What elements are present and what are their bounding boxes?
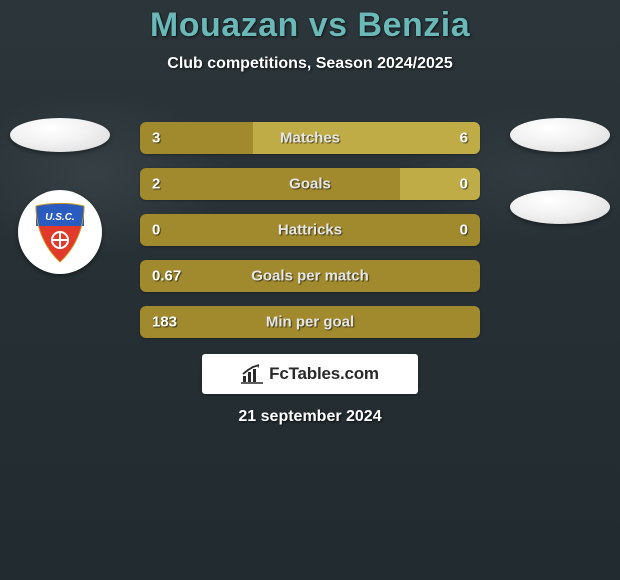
left-badge-column: U.S.C. bbox=[10, 118, 110, 274]
page-title: Mouazan vs Benzia bbox=[0, 0, 620, 45]
stat-bar-right bbox=[400, 168, 480, 200]
site-logo: FcTables.com bbox=[202, 354, 418, 394]
svg-text:U.S.C.: U.S.C. bbox=[45, 212, 74, 223]
date-label: 21 september 2024 bbox=[238, 408, 381, 426]
chart-icon bbox=[241, 364, 263, 384]
stat-label: Min per goal bbox=[266, 314, 354, 331]
comparison-bars: 3 Matches 6 2 Goals 0 0 Hattricks 0 0.67 Goals per… bbox=[140, 122, 480, 338]
stat-label: Goals bbox=[289, 176, 331, 193]
stat-row: 2 Goals 0 bbox=[140, 168, 480, 200]
stat-row: 183 Min per goal bbox=[140, 306, 480, 338]
club-badge-left: U.S.C. bbox=[18, 190, 102, 274]
stat-row: 0.67 Goals per match bbox=[140, 260, 480, 292]
stat-value-left: 3 bbox=[152, 130, 160, 147]
stat-label: Hattricks bbox=[278, 222, 342, 239]
stat-value-right: 0 bbox=[460, 176, 468, 193]
stat-bar-left bbox=[140, 168, 400, 200]
stat-value-left: 2 bbox=[152, 176, 160, 193]
site-logo-text: FcTables.com bbox=[269, 364, 379, 384]
shield-icon: U.S.C. bbox=[32, 200, 88, 264]
stat-value-left: 183 bbox=[152, 314, 177, 331]
stat-value-right: 0 bbox=[460, 222, 468, 239]
stat-label: Matches bbox=[280, 130, 340, 147]
player-badge-right-2 bbox=[510, 190, 610, 224]
stat-row: 3 Matches 6 bbox=[140, 122, 480, 154]
stat-row: 0 Hattricks 0 bbox=[140, 214, 480, 246]
stat-value-left: 0 bbox=[152, 222, 160, 239]
player-badge-left-1 bbox=[10, 118, 110, 152]
player-badge-right-1 bbox=[510, 118, 610, 152]
stat-value-right: 6 bbox=[460, 130, 468, 147]
stat-value-left: 0.67 bbox=[152, 268, 181, 285]
subtitle: Club competitions, Season 2024/2025 bbox=[0, 55, 620, 73]
right-badge-column bbox=[510, 118, 610, 224]
stat-label: Goals per match bbox=[251, 268, 369, 285]
